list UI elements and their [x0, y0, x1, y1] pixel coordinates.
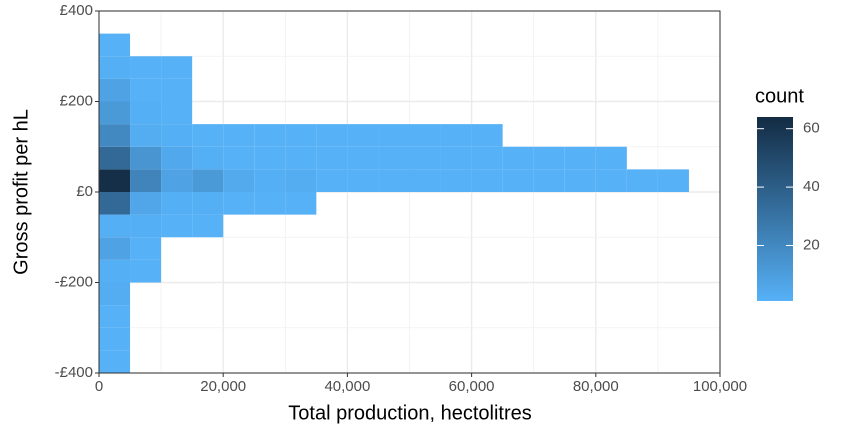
- bin-cell: [595, 169, 627, 192]
- bin-cell: [409, 124, 441, 147]
- x-tick-label: 60,000: [449, 378, 495, 395]
- bin-cell: [99, 124, 131, 147]
- bin-cell: [378, 146, 410, 170]
- bin-cell: [99, 237, 131, 260]
- bin-cell: [223, 146, 255, 170]
- colorbar-tick-label: 20: [803, 236, 820, 253]
- x-tick-label: 20,000: [200, 378, 246, 395]
- bin-cell: [161, 101, 193, 125]
- y-tick-label: -£400: [55, 364, 93, 381]
- x-tick-label: 100,000: [693, 378, 747, 395]
- bin-cell: [99, 282, 131, 306]
- x-tick-label: 40,000: [324, 378, 370, 395]
- bin-cell: [130, 214, 162, 238]
- bin-cell: [99, 78, 131, 102]
- y-tick-label: £0: [76, 183, 93, 200]
- bin-cell: [192, 146, 224, 170]
- bin-cell: [254, 146, 286, 170]
- bin-cell: [99, 56, 131, 79]
- x-tick-label: 0: [95, 378, 103, 395]
- x-tick-label: 80,000: [573, 378, 619, 395]
- bin-cell: [409, 169, 441, 192]
- bin-cell: [161, 56, 193, 79]
- bin-cell: [471, 146, 503, 170]
- bin-cell: [161, 192, 193, 215]
- bin-cell: [130, 237, 162, 260]
- bin-cell: [285, 192, 317, 215]
- bin-cell: [130, 192, 162, 215]
- y-tick-label: £200: [60, 92, 93, 109]
- y-tick-label: -£200: [55, 273, 93, 290]
- bin-cell: [316, 169, 348, 192]
- bin-cell: [347, 169, 379, 192]
- bin-cell: [502, 169, 534, 192]
- bin-cell: [192, 124, 224, 147]
- bin-cell: [99, 146, 131, 170]
- bin-cell: [440, 146, 472, 170]
- bin-cell: [161, 124, 193, 147]
- bin-cell: [285, 124, 317, 147]
- bin-cell: [471, 169, 503, 192]
- bin-cell: [378, 124, 410, 147]
- bin-cell: [130, 259, 162, 283]
- bin-cell: [99, 33, 131, 57]
- bin-cell: [161, 214, 193, 238]
- bin-cell: [316, 124, 348, 147]
- bin-cell: [130, 146, 162, 170]
- bin-cell: [161, 78, 193, 102]
- bin-cell: [440, 124, 472, 147]
- bin-cell: [254, 169, 286, 192]
- bin-cell: [626, 169, 658, 192]
- bin-cell: [471, 124, 503, 147]
- bin-cell: [316, 146, 348, 170]
- bin-cell: [223, 124, 255, 147]
- bin-cell: [130, 124, 162, 147]
- bin-cell: [223, 192, 255, 215]
- bin-cell: [99, 327, 131, 351]
- bin-cell: [130, 101, 162, 125]
- bin-cell: [285, 146, 317, 170]
- bin-cell: [99, 214, 131, 238]
- bin-cell: [161, 169, 193, 192]
- bin-cell: [657, 169, 689, 192]
- bin-cell: [130, 169, 162, 192]
- y-tick-label: £400: [60, 2, 93, 19]
- y-axis-label: Gross profit per hL: [10, 109, 32, 275]
- bin-cell: [254, 192, 286, 215]
- bin-cell: [440, 169, 472, 192]
- bin-cell: [99, 305, 131, 328]
- bin-cell: [130, 56, 162, 79]
- bin-cell: [285, 169, 317, 192]
- bin-cell: [99, 192, 131, 215]
- bin-cell: [347, 124, 379, 147]
- bin-cell: [161, 146, 193, 170]
- bin-cell: [223, 169, 255, 192]
- bin-cell: [99, 169, 131, 192]
- bin-cell: [192, 169, 224, 192]
- bin-cell: [130, 78, 162, 102]
- bin-cell: [564, 146, 596, 170]
- x-axis-label: Total production, hectolitres: [288, 402, 531, 424]
- bin-cell: [99, 259, 131, 283]
- bin-cell: [254, 124, 286, 147]
- bin-cell: [533, 169, 565, 192]
- bin-cell: [192, 192, 224, 215]
- bin-cell: [99, 350, 131, 373]
- colorbar: [757, 117, 793, 301]
- colorbar-tick-label: 40: [803, 178, 820, 195]
- bin-cell: [502, 146, 534, 170]
- bin-cell: [564, 169, 596, 192]
- bin-cell: [99, 101, 131, 125]
- bin-cell: [533, 146, 565, 170]
- bin-cell: [409, 146, 441, 170]
- legend-title: count: [755, 85, 804, 107]
- bin-cell: [347, 146, 379, 170]
- bin-cell: [595, 146, 627, 170]
- bin-cell: [378, 169, 410, 192]
- bin-cell: [192, 214, 224, 238]
- colorbar-tick-label: 60: [803, 120, 820, 137]
